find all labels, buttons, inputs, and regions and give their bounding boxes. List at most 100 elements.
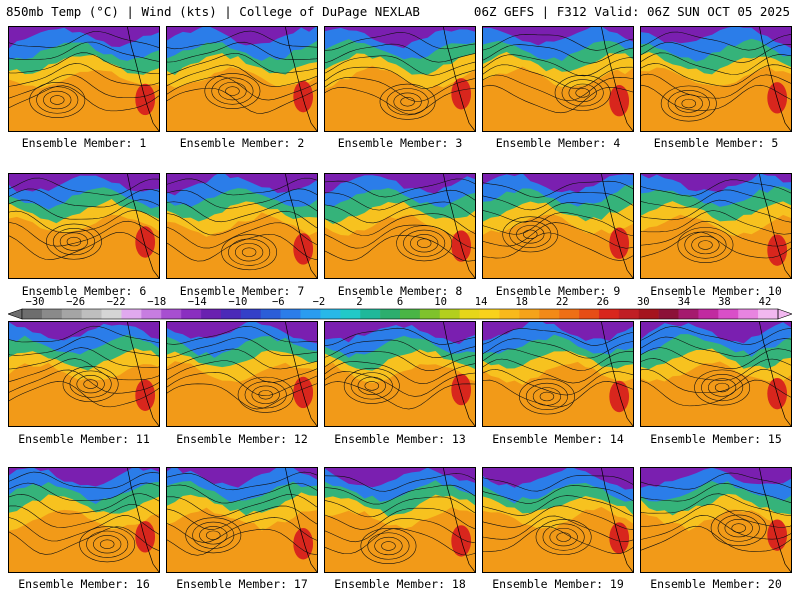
ensemble-member-label: Ensemble Member: 16 (18, 577, 150, 591)
temperature-map (9, 322, 159, 426)
ensemble-map-panel (482, 173, 634, 279)
ensemble-map-panel (166, 26, 318, 132)
colorbar-segment (320, 309, 341, 319)
colorbar-tick-label: 10 (434, 296, 447, 308)
ensemble-map-panel (8, 467, 160, 573)
ensemble-map-panel (482, 321, 634, 427)
colorbar-tick-label: −2 (312, 296, 326, 308)
colorbar-segment (201, 309, 222, 319)
ensemble-member-label: Ensemble Member: 19 (492, 577, 624, 591)
colorbar-segment (618, 309, 640, 319)
ensemble-map-panel (640, 26, 792, 132)
temperature-map (641, 468, 791, 572)
colorbar-segment (678, 309, 699, 319)
colorbar-tick-label: 42 (758, 296, 772, 308)
colorbar-segment (479, 309, 500, 319)
colorbar-segment (400, 309, 421, 319)
colorbar-segment (240, 309, 262, 319)
temperature-map (325, 174, 475, 278)
colorbar-segment (300, 309, 321, 319)
ensemble-map-panel (324, 467, 476, 573)
colorbar-segment (638, 309, 659, 319)
colorbar-tick-label: 2 (356, 296, 363, 308)
ensemble-map-panel (324, 26, 476, 132)
colorbar-segment (658, 309, 679, 319)
temperature-map (483, 322, 633, 426)
temperature-map (483, 468, 633, 572)
ensemble-member-label: Ensemble Member: 1 (21, 136, 147, 150)
ensemble-member-label: Ensemble Member: 12 (176, 432, 308, 446)
colorbar-tick-label: −18 (147, 296, 167, 308)
colorbar-segment (559, 309, 580, 319)
colorbar-tick-label: 18 (515, 296, 529, 308)
temperature-map (167, 27, 317, 131)
temperature-map (167, 322, 317, 426)
ensemble-member-label: Ensemble Member: 3 (337, 136, 463, 150)
ensemble-member-label: Ensemble Member: 4 (495, 136, 621, 150)
colorbar-segment (220, 309, 242, 319)
temperature-map (9, 27, 159, 131)
ensemble-map-panel (640, 173, 792, 279)
temperature-map (167, 468, 317, 572)
ensemble-map-panel (8, 321, 160, 427)
colorbar-segment (280, 309, 301, 319)
colorbar-tick-label: 30 (636, 296, 650, 308)
ensemble-map-panel (166, 321, 318, 427)
colorbar-segment (101, 309, 122, 319)
ensemble-map-panel (640, 321, 792, 427)
ensemble-member-label: Ensemble Member: 10 (650, 284, 782, 298)
colorbar-min-arrow (8, 308, 23, 320)
ensemble-member-label: Ensemble Member: 9 (495, 284, 621, 298)
colorbar-tick-label: 26 (596, 296, 610, 308)
colorbar-tick-label: 14 (474, 296, 488, 308)
temperature-map (325, 468, 475, 572)
colorbar-tick-label: 6 (396, 296, 404, 308)
ensemble-map-panel (482, 26, 634, 132)
colorbar-segment (499, 309, 520, 319)
ensemble-member-label: Ensemble Member: 8 (337, 284, 463, 298)
ensemble-member-label: Ensemble Member: 2 (179, 136, 305, 150)
ensemble-member-label: Ensemble Member: 15 (650, 432, 782, 446)
colorbar-segment (698, 309, 719, 319)
colorbar-tick-label: −10 (228, 296, 248, 308)
colorbar-segment (22, 309, 43, 319)
temperature-map (483, 174, 633, 278)
ensemble-member-label: Ensemble Member: 11 (18, 432, 150, 446)
colorbar-segment (419, 309, 441, 319)
temperature-map (641, 27, 791, 131)
colorbar-segment (61, 309, 82, 319)
colorbar-segment (81, 309, 102, 319)
ensemble-member-label: Ensemble Member: 18 (334, 577, 466, 591)
chart-title-left: 850mb Temp (°C) | Wind (kts) | College o… (6, 4, 420, 19)
colorbar-tick-label: −30 (25, 296, 45, 308)
colorbar-segment (579, 309, 600, 319)
colorbar-segment (439, 309, 460, 319)
ensemble-map-panel (166, 173, 318, 279)
colorbar-segment (718, 309, 739, 319)
temperature-map (325, 27, 475, 131)
colorbar-segment (758, 309, 779, 319)
colorbar-segment (459, 309, 480, 319)
colorbar-segment (360, 309, 381, 319)
ensemble-map-panel (166, 467, 318, 573)
colorbar-segment (598, 309, 620, 319)
colorbar-tick-label: −22 (106, 296, 126, 308)
ensemble-map-panel (8, 173, 160, 279)
ensemble-member-label: Ensemble Member: 20 (650, 577, 782, 591)
colorbar-segment (161, 309, 182, 319)
temperature-map (9, 468, 159, 572)
ensemble-map-panel (8, 26, 160, 132)
colorbar-segment (260, 309, 281, 319)
ensemble-member-label: Ensemble Member: 6 (21, 284, 147, 298)
ensemble-member-label: Ensemble Member: 7 (179, 284, 305, 298)
colorbar-tick-labels: −30 −26 −22 −18 −14 −10 −6 −2 2 6 10 14 18 22 26 30 34 38… (0, 296, 800, 308)
ensemble-map-panel (324, 321, 476, 427)
colorbar-tick-label: 38 (718, 296, 731, 308)
temperature-map (483, 27, 633, 131)
colorbar-segment (738, 309, 759, 319)
colorbar-segment (41, 309, 63, 319)
colorbar-tick-label: −6 (271, 296, 285, 308)
temperature-map (641, 174, 791, 278)
temperature-map (167, 174, 317, 278)
colorbar-max-arrow (777, 308, 792, 320)
